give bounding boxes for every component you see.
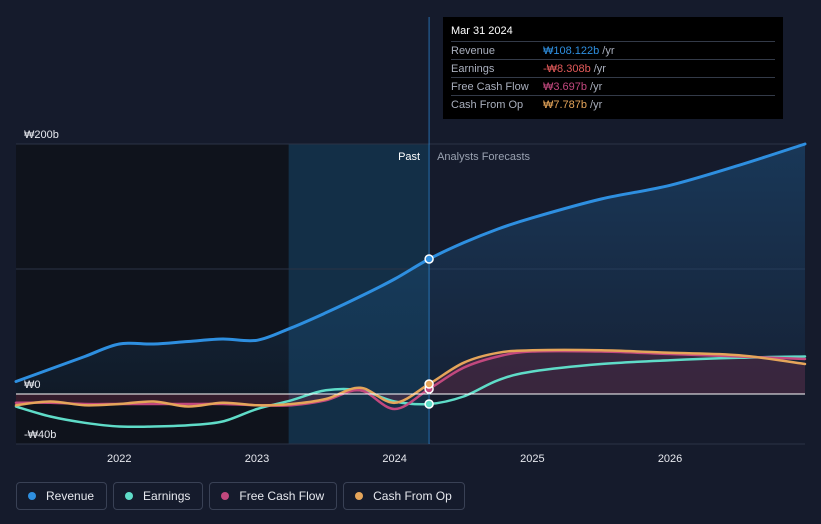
y-tick-label: ₩0 <box>24 379 41 391</box>
tooltip: Mar 31 2024 Revenue ₩108.122b /yr Earnin… <box>443 17 783 119</box>
tooltip-date: Mar 31 2024 <box>451 25 513 37</box>
area-revenue <box>16 144 805 394</box>
tooltip-value: ₩108.122b <box>543 44 600 57</box>
y-tick-label: -₩40b <box>24 429 56 441</box>
tooltip-value: ₩3.697b <box>543 80 588 93</box>
tooltip-label: Earnings <box>451 62 495 75</box>
x-tick-label: 2022 <box>107 453 131 465</box>
legend-item-revenue[interactable]: Revenue <box>16 482 108 510</box>
tooltip-unit: /yr <box>602 44 615 57</box>
tooltip-value: ₩7.787b <box>543 98 588 111</box>
legend-label: Cash From Op <box>373 489 452 503</box>
legend-dot-icon <box>28 492 36 500</box>
past-label: Past <box>398 151 420 163</box>
legend-dot-icon <box>221 492 230 500</box>
legend-dot-icon <box>355 492 364 500</box>
x-tick-label: 2023 <box>245 453 269 465</box>
x-tick-label: 2024 <box>382 453 406 465</box>
legend-label: Free Cash Flow <box>239 489 325 503</box>
legend: Revenue Earnings Free Cash Flow Cash Fro… <box>16 482 465 510</box>
tooltip-label: Cash From Op <box>451 98 524 111</box>
tooltip-unit: /yr <box>593 62 606 75</box>
tooltip-row-revenue: Revenue ₩108.122b /yr <box>451 41 775 59</box>
y-tick-label: ₩200b <box>24 129 59 141</box>
tooltip-value: -₩8.308b <box>543 62 591 75</box>
tooltip-row-earnings: Earnings -₩8.308b /yr <box>451 59 775 77</box>
tooltip-unit: /yr <box>590 80 603 93</box>
marker-earnings <box>424 399 434 409</box>
legend-item-cash-from-op[interactable]: Cash From Op <box>343 482 465 510</box>
legend-item-free-cash-flow[interactable]: Free Cash Flow <box>209 482 338 510</box>
legend-item-earnings[interactable]: Earnings <box>113 482 204 510</box>
line-cash-from-op <box>14 348 807 408</box>
legend-label: Revenue <box>46 489 95 503</box>
marker-cash-from-op <box>424 379 434 389</box>
marker-revenue <box>424 254 434 264</box>
tooltip-label: Revenue <box>451 44 496 57</box>
line-revenue <box>14 142 807 383</box>
x-tick-label: 2025 <box>520 453 544 465</box>
x-tick-label: 2026 <box>658 453 682 465</box>
tooltip-row-cash-from-op: Cash From Op ₩7.787b /yr <box>451 95 775 113</box>
tooltip-label: Free Cash Flow <box>451 80 529 93</box>
tooltip-unit: /yr <box>590 98 603 111</box>
legend-label: Earnings <box>143 489 191 503</box>
legend-dot-icon <box>125 492 134 500</box>
tooltip-row-free-cash-flow: Free Cash Flow ₩3.697b /yr <box>451 77 775 95</box>
forecast-label: Analysts Forecasts <box>437 151 530 163</box>
